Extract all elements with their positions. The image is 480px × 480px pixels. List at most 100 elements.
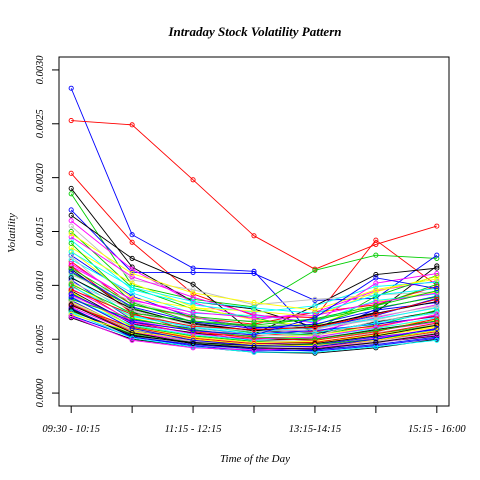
data-point xyxy=(434,309,440,315)
data-point xyxy=(434,337,440,343)
data-point xyxy=(68,314,74,320)
data-point xyxy=(68,237,74,243)
y-axis-label: Volatility xyxy=(6,213,18,253)
data-point xyxy=(373,272,379,278)
data-point xyxy=(251,300,257,306)
data-point xyxy=(312,267,318,273)
y-tick-label: 0.0015 xyxy=(35,217,46,246)
data-point xyxy=(190,298,196,305)
y-tick-label: 0.0030 xyxy=(35,55,46,85)
data-point xyxy=(68,228,74,235)
data-series xyxy=(68,261,440,321)
data-point xyxy=(434,265,440,271)
data-point xyxy=(68,311,74,317)
data-point xyxy=(312,315,318,321)
data-point xyxy=(434,288,440,294)
data-point xyxy=(68,279,74,285)
data-point xyxy=(68,234,74,240)
data-point xyxy=(251,233,257,239)
data-point xyxy=(68,118,74,124)
data-series xyxy=(68,281,440,328)
data-point xyxy=(434,322,440,328)
data-point xyxy=(251,270,257,277)
series-line xyxy=(70,233,437,311)
data-point xyxy=(190,340,196,347)
data-series xyxy=(68,275,440,338)
data-point xyxy=(190,281,196,287)
data-point xyxy=(68,261,74,267)
data-point xyxy=(68,272,74,278)
data-point xyxy=(434,320,440,326)
data-point xyxy=(373,339,379,345)
data-point xyxy=(68,231,74,237)
y-tick-label: 0.0005 xyxy=(35,325,46,354)
data-point xyxy=(190,337,196,343)
data-point xyxy=(373,311,379,317)
data-point xyxy=(312,346,318,352)
x-tick-label: 15:15 - 16:00 xyxy=(408,424,466,435)
data-point xyxy=(129,310,135,316)
series-line xyxy=(71,289,437,330)
data-point xyxy=(129,337,135,343)
data-point xyxy=(373,292,379,298)
data-point xyxy=(129,255,135,261)
data-point xyxy=(129,270,135,277)
data-point xyxy=(251,305,257,311)
data-point xyxy=(373,303,379,309)
y-tick-label: 0.0025 xyxy=(35,109,46,138)
data-point xyxy=(251,345,257,351)
data-point xyxy=(68,302,74,308)
data-point xyxy=(190,318,196,324)
chart-title: Intraday Stock Volatility Pattern xyxy=(168,24,342,39)
data-point xyxy=(68,191,74,197)
data-point xyxy=(434,223,440,229)
data-point xyxy=(251,322,257,328)
data-series xyxy=(68,287,440,333)
data-point xyxy=(312,307,318,313)
data-point xyxy=(68,212,74,218)
data-point xyxy=(68,218,74,224)
data-point xyxy=(251,308,257,314)
data-point xyxy=(434,303,440,309)
data-series xyxy=(68,302,440,352)
data-point xyxy=(68,185,74,191)
data-point xyxy=(373,328,379,334)
series-line xyxy=(70,307,437,352)
data-point xyxy=(373,287,379,293)
y-tick-label: 0.0010 xyxy=(35,270,46,300)
x-tick-label: 13:15-14:15 xyxy=(289,424,342,435)
data-series xyxy=(68,249,440,316)
data-point xyxy=(190,290,196,296)
data-point xyxy=(129,274,135,280)
series-line xyxy=(70,304,437,350)
x-axis: 09:30 - 10:15 11:15 - 12:15 13:15-14:15 15:… xyxy=(42,405,466,435)
data-point xyxy=(373,275,379,281)
series-line xyxy=(71,274,437,329)
data-point xyxy=(373,300,379,306)
data-point xyxy=(129,297,135,303)
data-point xyxy=(68,240,74,246)
data-point xyxy=(129,284,135,291)
data-point xyxy=(68,170,74,176)
data-point xyxy=(373,283,379,289)
y-tick-label: 0.0000 xyxy=(35,378,46,408)
data-point xyxy=(434,252,440,258)
data-point xyxy=(68,294,74,300)
data-point xyxy=(190,309,196,315)
data-point xyxy=(129,122,135,128)
series-line xyxy=(70,263,437,319)
data-point xyxy=(68,85,74,91)
data-point xyxy=(251,315,257,321)
plot-area-frame xyxy=(58,56,450,407)
data-point xyxy=(434,331,440,337)
data-point xyxy=(68,268,74,274)
data-point xyxy=(68,291,74,297)
x-tick-label: 11:15 - 12:15 xyxy=(165,424,222,435)
data-point xyxy=(434,296,440,302)
data-point xyxy=(434,255,440,261)
data-point xyxy=(312,324,318,330)
data-point xyxy=(68,223,74,229)
data-point xyxy=(434,286,440,292)
